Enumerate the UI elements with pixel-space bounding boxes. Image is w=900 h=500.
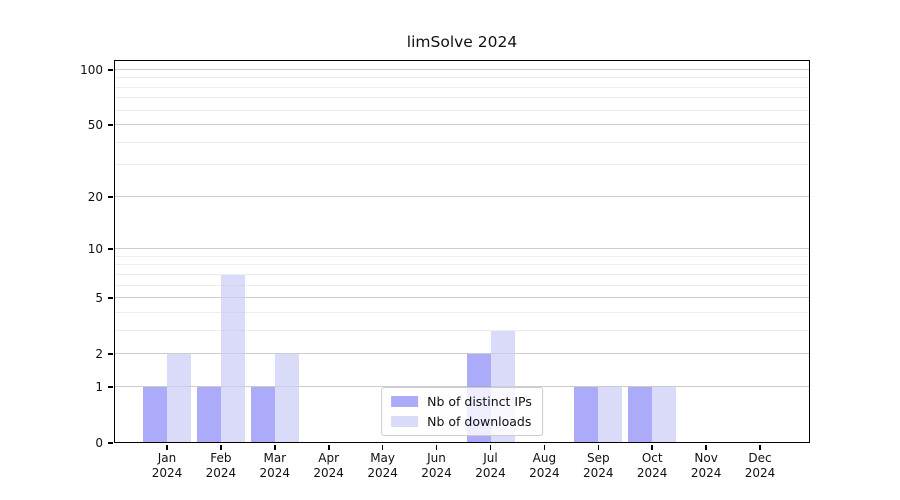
- y-tick-label: 50: [87, 118, 103, 132]
- major-gridline: [114, 124, 810, 125]
- chart-title: limSolve 2024: [406, 33, 518, 51]
- minor-gridline: [114, 255, 810, 257]
- minor-gridline: [114, 329, 810, 331]
- bar-downloads: [598, 386, 623, 443]
- minor-gridline: [114, 97, 810, 99]
- legend-label-distinct-ips: Nb of distinct IPs: [427, 394, 532, 409]
- y-tick-mark: [107, 248, 113, 250]
- y-tick-label: 1: [95, 379, 103, 394]
- major-gridline: [114, 248, 810, 250]
- x-tick-mark: [328, 444, 330, 450]
- bar-distinct-ips: [143, 386, 167, 443]
- x-tick-mark: [489, 444, 492, 450]
- bar-downloads: [167, 354, 191, 443]
- x-tick-label: Feb 2024: [205, 451, 237, 480]
- bar-downloads: [220, 274, 245, 443]
- minor-gridline: [114, 311, 810, 313]
- y-tick-label: 20: [87, 189, 103, 204]
- y-tick-label: 0: [95, 436, 103, 450]
- legend-label-downloads: Nb of downloads: [427, 414, 532, 429]
- x-tick-label: May 2024: [367, 451, 398, 480]
- x-tick-mark: [597, 444, 599, 450]
- minor-gridline: [114, 141, 810, 143]
- minor-gridline: [114, 164, 810, 166]
- y-tick-label: 100: [80, 62, 103, 77]
- minor-gridline: [114, 77, 810, 79]
- plot-area: Nb of distinct IPs Nb of downloads 0 1 2 5 1…: [80, 60, 810, 480]
- major-gridline: [114, 297, 810, 299]
- x-tick-label: Jan 2024: [151, 451, 183, 480]
- minor-gridline: [114, 109, 810, 111]
- y-tick-mark: [107, 386, 113, 388]
- y-tick-mark: [107, 297, 113, 299]
- x-tick-label: Sep 2024: [583, 451, 614, 480]
- major-gridline: [114, 68, 810, 70]
- major-gridline: [114, 195, 810, 197]
- minor-gridline: [114, 86, 810, 88]
- x-tick-mark: [435, 444, 438, 450]
- major-gridline: [114, 385, 810, 387]
- y-tick-label: 10: [87, 242, 103, 257]
- legend-swatch-distinct-ips: [391, 396, 419, 407]
- bar-downloads: [652, 386, 677, 443]
- x-tick-mark: [759, 444, 761, 450]
- legend-swatch-downloads: [391, 416, 419, 427]
- x-tick-mark: [651, 444, 653, 450]
- minor-gridline: [114, 273, 810, 275]
- x-tick-label: Dec 2024: [744, 451, 776, 480]
- x-tick-label: Oct 2024: [636, 451, 668, 480]
- x-tick-mark: [705, 444, 707, 450]
- x-tick-label: Nov 2024: [690, 451, 722, 480]
- y-tick-mark: [107, 442, 113, 444]
- minor-gridline: [114, 284, 810, 286]
- legend-entry-downloads: Nb of downloads: [391, 414, 532, 429]
- legend-entry-distinct-ips: Nb of distinct IPs: [391, 394, 532, 409]
- x-tick-label: Jun 2024: [421, 451, 452, 480]
- y-tick-label: 5: [95, 291, 103, 306]
- y-tick-mark: [107, 196, 113, 198]
- bar-distinct-ips: [250, 386, 275, 443]
- y-tick-mark: [107, 353, 113, 355]
- x-tick-mark: [220, 444, 222, 450]
- bar-downloads: [274, 354, 299, 443]
- x-tick-mark: [274, 444, 276, 450]
- x-tick-mark: [381, 444, 384, 450]
- bar-distinct-ips: [574, 386, 599, 443]
- x-tick-label: Mar 2024: [259, 451, 291, 480]
- bar-distinct-ips: [196, 386, 221, 443]
- x-tick-mark: [543, 444, 546, 450]
- y-tick-mark: [107, 124, 113, 126]
- y-tick-label: 2: [95, 347, 103, 362]
- x-tick-label: Jul 2024: [475, 451, 506, 480]
- bar-distinct-ips: [628, 386, 653, 443]
- x-tick-mark: [166, 444, 168, 450]
- legend: Nb of distinct IPs Nb of downloads: [381, 387, 543, 436]
- x-tick-label: Aug 2024: [529, 451, 560, 480]
- y-tick-mark: [107, 69, 113, 71]
- minor-gridline: [114, 264, 810, 266]
- major-gridline: [114, 353, 810, 355]
- x-tick-label: Apr 2024: [313, 451, 344, 480]
